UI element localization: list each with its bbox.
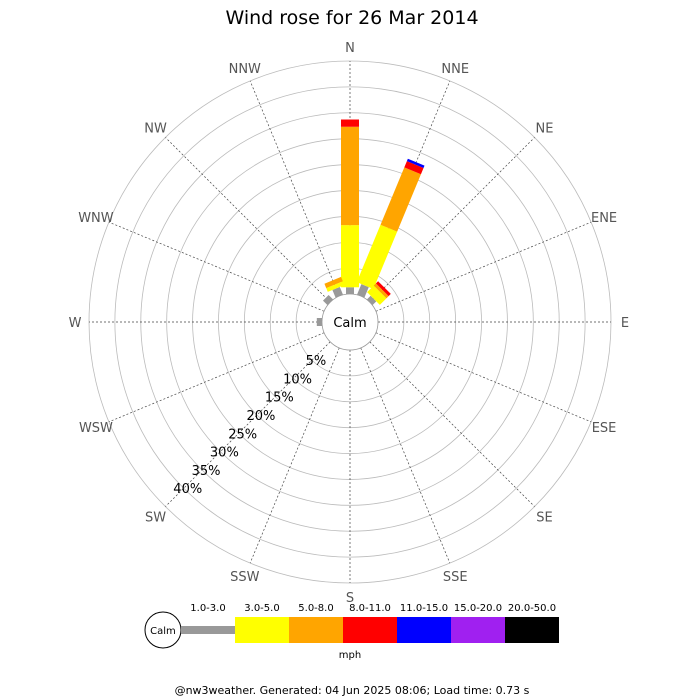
bar-nne-bin-1 [356,224,398,290]
ring-label-20: 20% [247,409,276,424]
calm-ring [321,293,379,351]
spoke-sse [360,347,451,564]
legend-label-1: 3.0-5.0 [244,603,279,614]
bar-nne-bin-2 [380,167,421,232]
direction-label-ese: ESE [592,421,617,436]
ring-label-10: 10% [283,372,312,387]
legend-swatch-5 [451,617,505,643]
bar-n-bin-3 [341,119,359,127]
bar-nnw-bin-0 [332,286,343,298]
bar-nnw-bin-1 [326,281,345,292]
direction-label-sw: SW [145,510,166,525]
direction-label-se: SE [536,510,552,525]
spoke-nnw [249,80,340,297]
bar-nne-bin-0 [357,284,369,298]
legend-calm-label: Calm [150,626,176,637]
ring-label-35: 35% [192,464,221,479]
bar-w-bin-0 [316,318,323,326]
legend-label-2: 5.0-8.0 [298,603,333,614]
legend-swatch-0 [181,626,235,634]
legend-label-0: 1.0-3.0 [190,603,225,614]
bar-ne-bin-2 [373,283,389,299]
ring-labels: 5% 10% 15% 20% 25% 30% 35% 40% [173,354,326,497]
legend-label-3: 8.0-11.0 [349,603,391,614]
direction-label-wnw: WNW [78,211,114,226]
spoke-ne [369,137,535,303]
speed-legend: Calm 1.0-3.0 3.0-5.0 5.0-8.0 8.0-11.0 11.0-1… [144,603,559,661]
bar-n-bin-0 [346,287,354,294]
legend-items: 1.0-3.0 3.0-5.0 5.0-8.0 8.0-11.0 11.0-15.0 15… [181,603,559,643]
grid-ring-40 [114,86,586,558]
legend-label-4: 11.0-15.0 [400,603,448,614]
bar-nne-bin-3 [404,161,424,175]
direction-label-s: S [346,591,354,606]
direction-label-nne: NNE [441,62,469,77]
legend-unit: mph [339,650,361,661]
bar-stack-w [316,318,323,326]
legend-swatch-4 [397,617,451,643]
direction-label-ssw: SSW [230,570,260,585]
direction-label-ne: NE [535,122,553,137]
legend-swatch-6 [505,617,559,643]
direction-labels: N NNE NE ENE E ESE SE SSE S SSW SW WSW W WNW NW NNW [69,41,630,606]
direction-label-sse: SSE [443,570,468,585]
bar-nnw-bin-2 [324,276,343,289]
wind-bars [316,119,425,326]
direction-label-e: E [621,316,629,331]
bar-nne-bin-4 [406,158,425,169]
spoke-ene [375,221,592,312]
bar-stack-nne [356,158,425,298]
spoke-sw [165,341,331,507]
direction-label-wsw: WSW [79,421,113,436]
ring-label-30: 30% [210,446,239,461]
spoke-wnw [108,221,325,312]
calm-label: Calm [333,316,366,331]
bar-ne-bin-0 [366,295,377,306]
calm-circle: Calm [321,293,379,351]
ring-label-40: 40% [173,482,202,497]
direction-label-nw: NW [144,122,167,137]
bar-ne-bin-3 [375,281,391,297]
spoke-wsw [108,332,325,423]
legend-label-6: 20.0-50.0 [508,603,556,614]
bar-n-bin-1 [341,225,359,288]
legend-label-5: 15.0-20.0 [454,603,502,614]
spoke-ssw [249,347,340,564]
spoke-nw [165,137,331,303]
ring-label-5: 5% [306,354,327,369]
ring-label-15: 15% [265,391,294,406]
legend-swatch-1 [235,617,289,643]
footer-text: @nw3weather. Generated: 04 Jun 2025 08:0… [175,684,530,697]
chart-title: Wind rose for 26 Mar 2014 [225,7,478,29]
direction-label-ene: ENE [591,211,617,226]
direction-label-n: N [345,41,355,56]
direction-label-nnw: NNW [229,62,261,77]
bar-stack-n [341,119,359,294]
bar-stack-nnw [324,276,345,298]
bar-nw-bin-0 [322,294,334,306]
bar-stack-ne [366,281,391,306]
spoke-ese [375,332,592,423]
bar-ne-bin-1 [367,285,387,305]
ring-label-25: 25% [228,427,257,442]
bar-stack-nw [322,294,334,306]
spoke-se [369,341,535,507]
direction-label-w: W [69,316,82,331]
legend-swatch-3 [343,617,397,643]
legend-swatch-2 [289,617,343,643]
bar-n-bin-2 [341,126,359,226]
